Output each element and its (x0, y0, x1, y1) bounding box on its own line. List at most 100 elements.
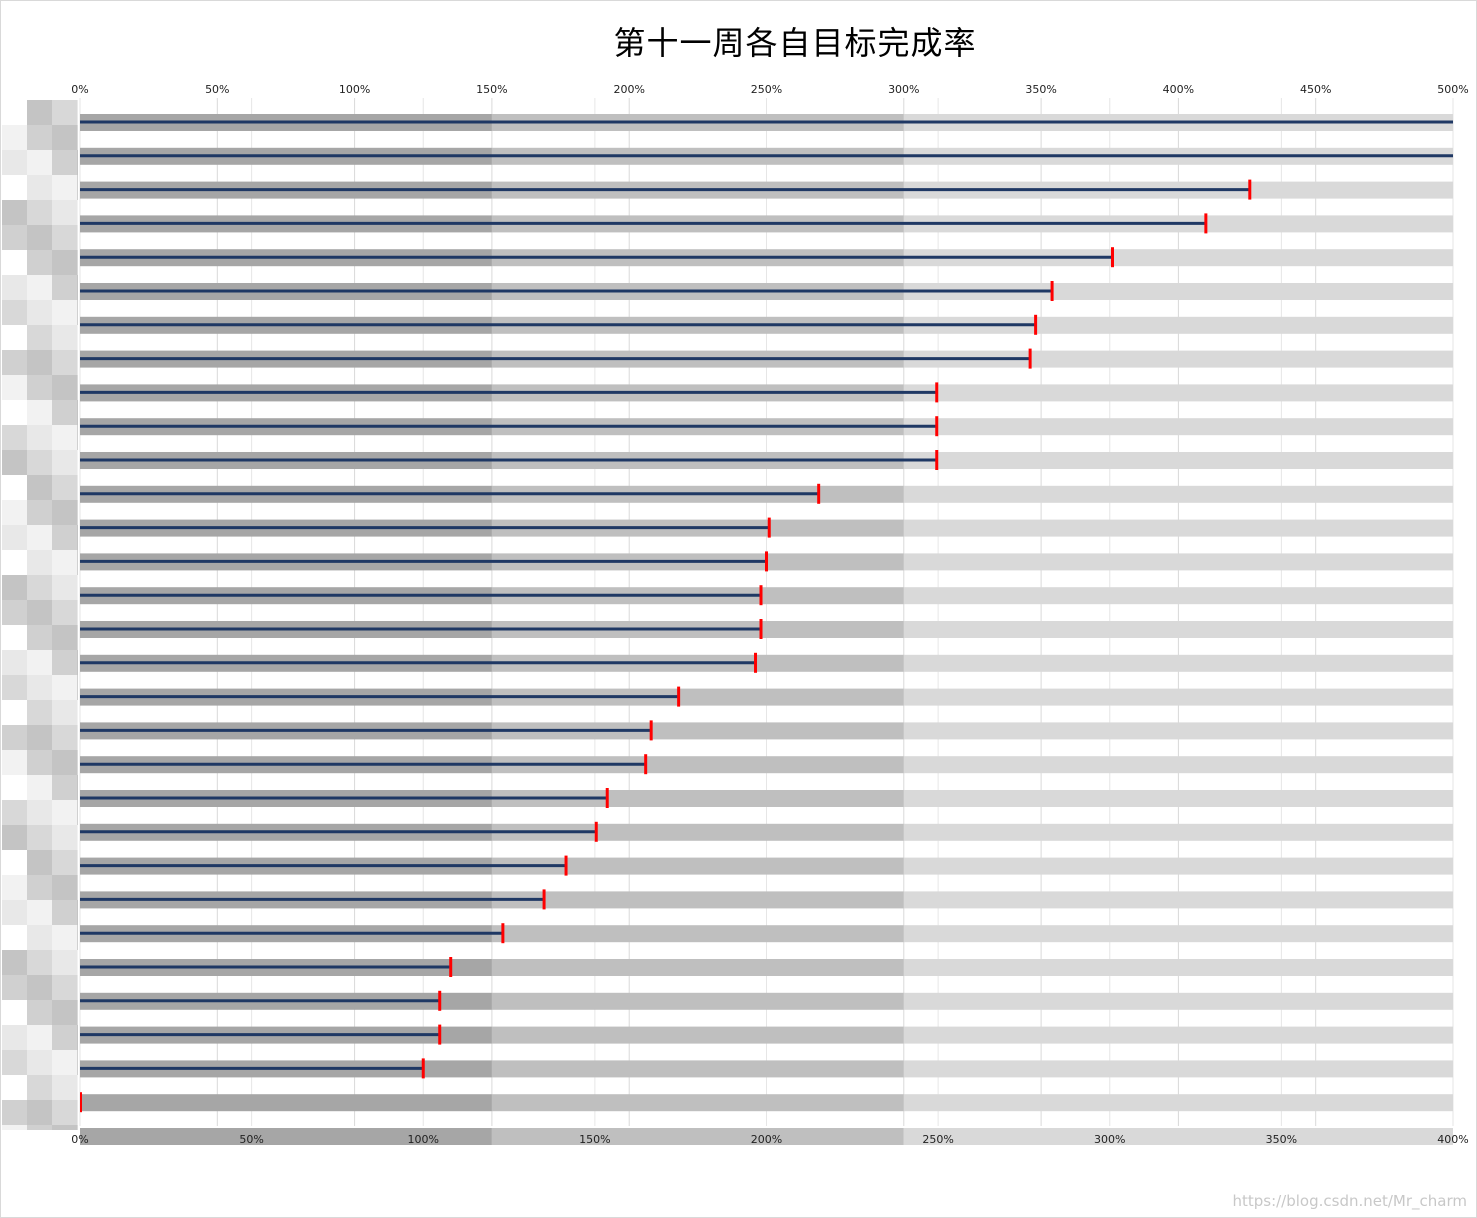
watermark-text: https://blog.csdn.net/Mr_charm (1232, 1192, 1467, 1210)
label-pixel-block (52, 425, 77, 450)
bottom-tick-label-3: 150% (579, 1133, 610, 1146)
label-pixel-block (52, 750, 77, 775)
label-pixel-block (77, 175, 78, 200)
pixelated-row-labels (2, 100, 78, 1130)
label-pixel-block (77, 525, 78, 550)
row-29-band-1 (491, 1094, 904, 1112)
label-pixel-block (27, 250, 52, 275)
label-pixel-block (27, 1125, 52, 1130)
label-pixel-block (27, 450, 52, 475)
label-pixel-block (77, 725, 78, 750)
row-17-band-1 (491, 688, 904, 706)
label-pixel-block (77, 1125, 78, 1130)
label-pixel-block (52, 375, 77, 400)
label-pixel-block (2, 725, 27, 750)
row-19-band-2 (903, 756, 1453, 774)
label-pixel-block (2, 225, 27, 250)
top-tick-label-2: 100% (339, 83, 370, 96)
label-pixel-block (52, 325, 77, 350)
label-pixel-block (77, 125, 78, 150)
label-pixel-block (27, 700, 52, 725)
label-pixel-block (77, 775, 78, 800)
label-pixel-block (77, 700, 78, 725)
label-pixel-block (77, 350, 78, 375)
label-pixel-block (27, 650, 52, 675)
row-30-band-2 (903, 1128, 1453, 1145)
label-pixel-block (2, 375, 27, 400)
label-pixel-block (52, 525, 77, 550)
label-pixel-block (52, 1025, 77, 1050)
label-pixel-block (2, 900, 27, 925)
label-pixel-block (77, 625, 78, 650)
top-tick-label-5: 250% (751, 83, 782, 96)
label-pixel-block (52, 850, 77, 875)
label-pixel-block (2, 1125, 27, 1130)
label-pixel-block (77, 375, 78, 400)
row-29-band-2 (903, 1094, 1453, 1112)
row-19-band-1 (491, 756, 904, 774)
label-pixel-block (2, 800, 27, 825)
label-pixel-block (27, 800, 52, 825)
row-18-band-2 (903, 722, 1453, 740)
label-pixel-block (52, 250, 77, 275)
row-6-band-2 (903, 316, 1453, 334)
label-pixel-block (77, 975, 78, 1000)
top-tick-label-7: 350% (1025, 83, 1056, 96)
label-pixel-block (77, 1075, 78, 1100)
label-pixel-block (27, 950, 52, 975)
row-12-band-2 (903, 519, 1453, 537)
label-pixel-block (52, 825, 77, 850)
label-pixel-block (52, 900, 77, 925)
row-24-band-2 (903, 925, 1453, 943)
label-pixel-block (2, 750, 27, 775)
bottom-tick-label-1: 50% (239, 1133, 263, 1146)
label-pixel-block (52, 700, 77, 725)
label-pixel-block (27, 1000, 52, 1025)
label-pixel-block (2, 150, 27, 175)
label-pixel-block (2, 975, 27, 1000)
label-pixel-block (52, 650, 77, 675)
label-pixel-block (2, 650, 27, 675)
row-5-band-2 (903, 283, 1453, 300)
label-pixel-block (2, 1025, 27, 1050)
row-30-band-0 (80, 1128, 492, 1145)
row-27-band-2 (903, 1026, 1453, 1044)
bottom-tick-label-6: 300% (1094, 1133, 1125, 1146)
row-23-band-1 (491, 891, 904, 909)
row-25-band-1 (491, 959, 904, 976)
label-pixel-block (52, 675, 77, 700)
label-pixel-block (52, 550, 77, 575)
label-pixel-block (2, 350, 27, 375)
label-pixel-block (52, 200, 77, 225)
label-pixel-block (27, 925, 52, 950)
label-pixel-block (52, 1000, 77, 1025)
top-tick-label-0: 0% (71, 83, 88, 96)
row-18-band-1 (491, 722, 904, 740)
label-pixel-block (77, 575, 78, 600)
label-pixel-block (27, 525, 52, 550)
label-pixel-block (52, 600, 77, 625)
label-pixel-block (2, 950, 27, 975)
label-pixel-block (2, 500, 27, 525)
label-pixel-block (77, 1100, 78, 1125)
label-pixel-block (27, 900, 52, 925)
row-30-band-1 (491, 1128, 904, 1145)
label-pixel-block (2, 275, 27, 300)
chart-title: 第十一周各自目标完成率 (613, 24, 977, 62)
row-20-band-2 (903, 790, 1453, 807)
label-pixel-block (27, 1100, 52, 1125)
label-pixel-block (52, 925, 77, 950)
label-pixel-block (52, 800, 77, 825)
label-pixel-block (2, 425, 27, 450)
label-pixel-block (2, 1050, 27, 1075)
label-pixel-block (52, 150, 77, 175)
label-pixel-block (77, 1050, 78, 1075)
label-pixel-block (52, 1100, 77, 1125)
label-pixel-block (77, 1000, 78, 1025)
label-pixel-block (77, 500, 78, 525)
row-21-band-2 (903, 823, 1453, 841)
row-22-band-1 (491, 857, 904, 875)
label-pixel-block (27, 175, 52, 200)
label-pixel-block (77, 925, 78, 950)
label-pixel-block (27, 100, 52, 125)
